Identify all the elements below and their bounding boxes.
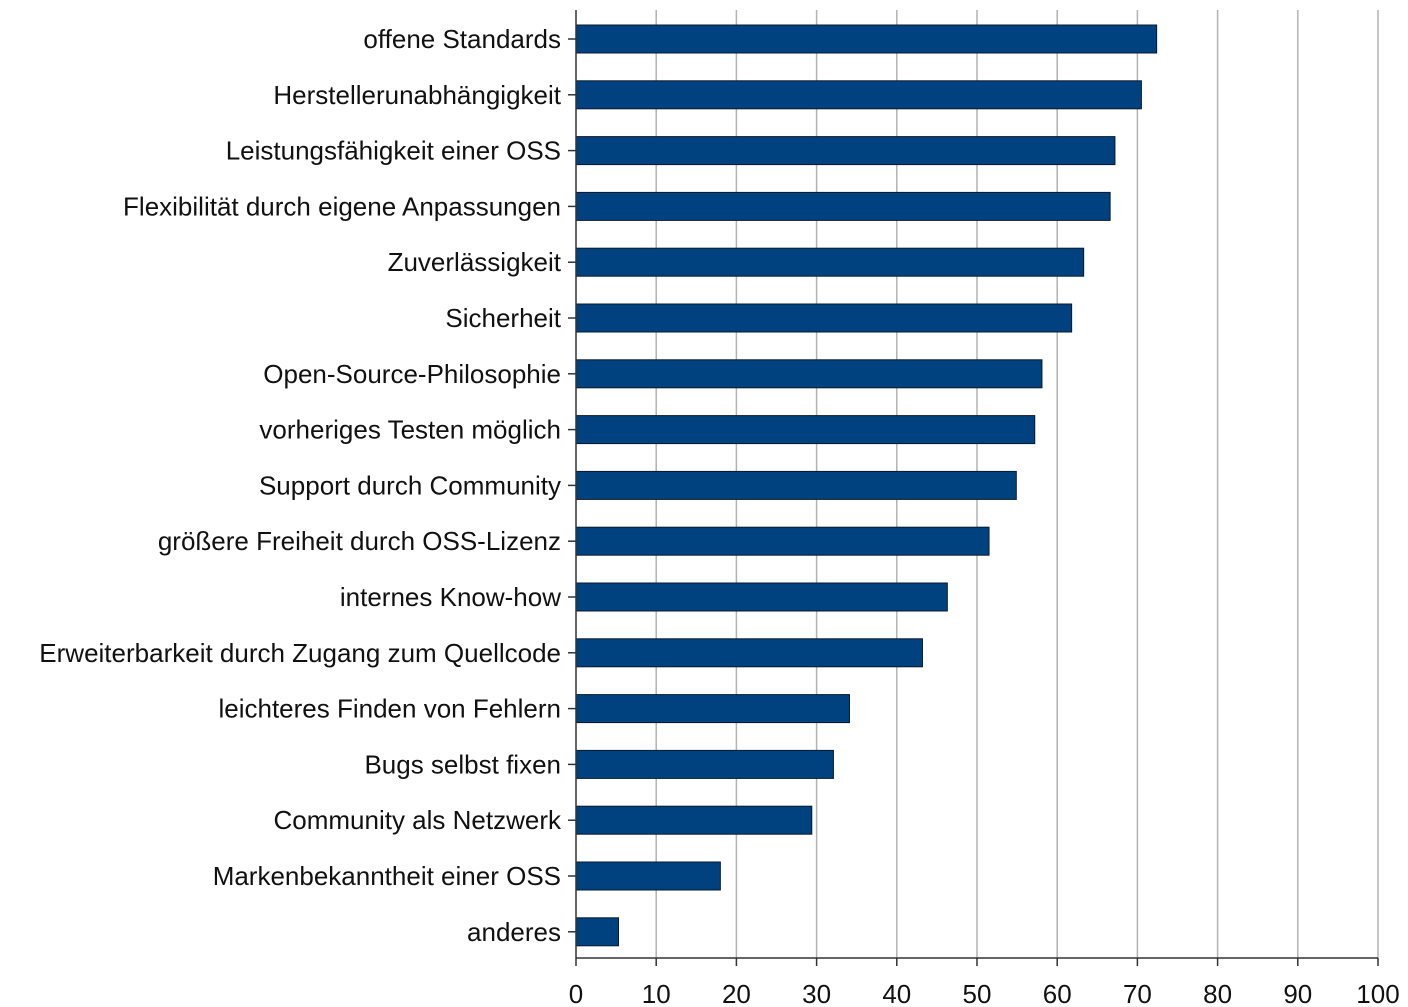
bar [575, 638, 923, 668]
bar [575, 303, 1073, 333]
category-label: Zuverlässigkeit [388, 247, 562, 277]
category-label: Herstellerunabhängigkeit [273, 80, 561, 110]
bar [575, 191, 1111, 221]
bar [575, 24, 1158, 54]
category-label: Erweiterbarkeit durch Zugang zum Quellco… [39, 638, 561, 668]
x-tick-label: 90 [1283, 979, 1312, 1007]
x-tick-label: 50 [963, 979, 992, 1007]
bars [575, 24, 1158, 947]
x-tick-labels: 0 10 20 30 40 50 60 70 80 90 100 [569, 979, 1400, 1007]
x-tick-label: 10 [642, 979, 671, 1007]
x-tick-label: 60 [1043, 979, 1072, 1007]
x-tick-label: 100 [1356, 979, 1399, 1007]
category-label: anderes [467, 917, 561, 947]
bar [575, 526, 990, 556]
category-label: Flexibilität durch eigene Anpassungen [123, 191, 561, 221]
category-label: Markenbekanntheit einer OSS [213, 861, 561, 891]
bar [575, 80, 1142, 110]
category-label: Bugs selbst fixen [364, 749, 561, 779]
bar [575, 861, 721, 891]
bar [575, 415, 1036, 445]
bar [575, 582, 948, 612]
bar [575, 805, 813, 835]
x-tick-label: 40 [882, 979, 911, 1007]
bar [575, 694, 850, 724]
bar [575, 470, 1017, 500]
x-tick-label: 70 [1123, 979, 1152, 1007]
x-tick-label: 20 [722, 979, 751, 1007]
bar [575, 247, 1085, 277]
category-label: Support durch Community [259, 470, 561, 500]
category-label: Community als Netzwerk [273, 805, 562, 835]
bar [575, 749, 834, 779]
category-label: offene Standards [363, 24, 561, 54]
category-label: größere Freiheit durch OSS-Lizenz [158, 526, 561, 556]
category-label: vorheriges Testen möglich [259, 415, 561, 445]
bar [575, 359, 1043, 389]
x-tick-label: 0 [569, 979, 583, 1007]
bar [575, 917, 620, 947]
category-label: Leistungsfähigkeit einer OSS [226, 136, 561, 166]
category-label: internes Know-how [340, 582, 561, 612]
axes [568, 10, 1379, 966]
x-tick-label: 80 [1203, 979, 1232, 1007]
category-label: leichteres Finden von Fehlern [218, 694, 561, 724]
bar [575, 136, 1116, 166]
category-label: Sicherheit [445, 303, 561, 333]
x-tick-label: 30 [802, 979, 831, 1007]
category-labels: offene Standards Herstellerunabhängigkeit… [39, 24, 562, 947]
category-label: Open-Source-Philosophie [263, 359, 561, 389]
